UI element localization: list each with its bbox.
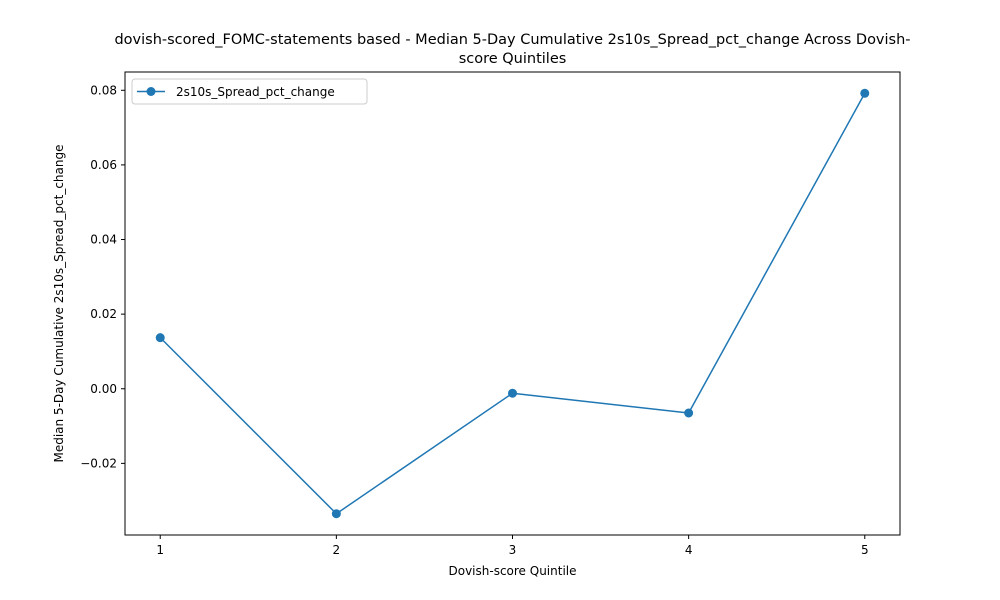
legend: 2s10s_Spread_pct_change: [131, 78, 368, 105]
x-tick-label: 5: [861, 543, 869, 557]
legend-box: [131, 78, 368, 105]
data-point: [155, 333, 165, 343]
y-tick-label: 0.00: [90, 382, 117, 396]
series-group: [155, 88, 870, 519]
y-axis-label: Median 5-Day Cumulative 2s10s_Spread_pct…: [52, 145, 66, 463]
chart-title: dovish-scored_FOMC-statements based - Me…: [114, 32, 910, 67]
x-tick-label: 4: [685, 543, 693, 557]
data-point: [684, 408, 694, 418]
y-tick-label: 0.08: [90, 83, 117, 97]
data-point: [331, 509, 341, 519]
chart-title-line: score Quintiles: [459, 51, 567, 67]
data-point: [860, 88, 870, 98]
y-tick-label: 0.06: [90, 158, 117, 172]
y-axis: −0.02 0.00 0.02 0.04 0.06 0.08: [80, 83, 125, 470]
series-line: [159, 92, 866, 515]
legend-label: 2s10s_Spread_pct_change: [176, 85, 335, 99]
y-tick-label: −0.02: [80, 456, 117, 470]
x-axis: 1 2 3 4 5: [156, 535, 869, 557]
chart-title-line: dovish-scored_FOMC-statements based - Me…: [114, 32, 910, 48]
plot-area: [124, 71, 901, 536]
x-tick-label: 2: [333, 543, 341, 557]
data-point: [508, 388, 517, 398]
y-tick-label: 0.04: [90, 233, 117, 247]
x-axis-label: Dovish-score Quintile: [448, 564, 576, 578]
legend-marker-swatch: [146, 87, 156, 96]
x-tick-label: 3: [509, 543, 517, 557]
y-tick-label: 0.02: [90, 307, 117, 321]
x-tick-label: 1: [156, 543, 164, 557]
